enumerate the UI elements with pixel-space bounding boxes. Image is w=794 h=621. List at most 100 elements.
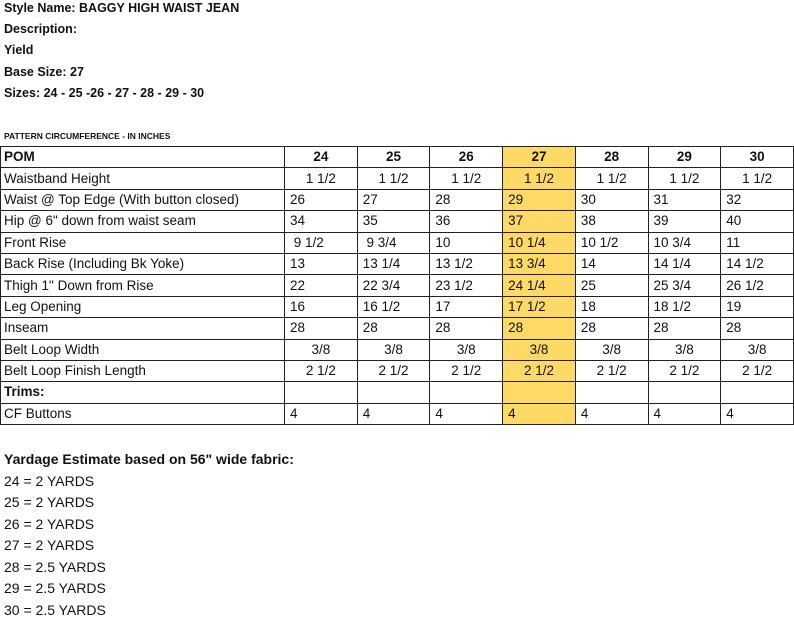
measurement-cell: 36 [430,211,503,232]
yardage-item: 24 = 2 YARDS [4,471,294,493]
base-size: Base Size: 27 [4,65,84,79]
pom-label: Thigh 1" Down from Rise [1,275,285,296]
column-header-size: 30 [721,147,794,168]
measurement-cell: 31 [648,189,721,210]
measurement-cell: 1 1/2 [721,168,794,189]
measurement-cell: 28 [721,318,794,339]
measurement-cell: 17 1/2 [503,296,576,317]
measurement-cell: 10 1/4 [503,232,576,253]
measurement-cell: 18 [575,296,648,317]
measurement-cell: 35 [357,211,430,232]
measurement-cell: 9 3/4 [357,232,430,253]
pom-label: Trims: [1,382,285,403]
measurement-cell: 3/8 [357,339,430,360]
yardage-section: Yardage Estimate based on 56" wide fabri… [4,449,294,492]
measurement-cell [648,382,721,403]
yardage-item: 29 = 2.5 YARDS [4,578,294,600]
column-header-size: 25 [357,147,430,168]
measurement-cell: 38 [575,211,648,232]
yardage-item: 28 = 2.5 YARDS [4,557,294,579]
measurement-cell [575,382,648,403]
measurement-cell: 28 [357,318,430,339]
measurement-cell: 32 [721,189,794,210]
measurement-cell: 40 [721,211,794,232]
measurement-cell: 4 [430,403,503,424]
measurement-cell: 22 3/4 [357,275,430,296]
measurement-cell: 14 [575,253,648,274]
measurement-cell: 3/8 [503,339,576,360]
yardage-title: Yardage Estimate based on 56" wide fabri… [4,449,294,471]
pom-label: Hip @ 6" down from waist seam [1,211,285,232]
measurement-cell [503,382,576,403]
measurement-cell: 14 1/2 [721,253,794,274]
column-header-size: 29 [648,147,721,168]
measurement-cell: 2 1/2 [648,360,721,381]
sizes-list: Sizes: 24 - 25 -26 - 27 - 28 - 29 - 30 [4,86,204,100]
pom-label: Waist @ Top Edge (With button closed) [1,189,285,210]
measurement-cell [285,382,358,403]
measurement-cell: 10 3/4 [648,232,721,253]
pom-label: Belt Loop Finish Length [1,360,285,381]
yardage-item: 26 = 2 YARDS [4,514,294,536]
yardage-item: 30 = 2.5 YARDS [4,600,294,621]
measurement-cell: 14 1/4 [648,253,721,274]
measurement-cell: 4 [285,403,358,424]
measurement-cell: 2 1/2 [503,360,576,381]
section-title: PATTERN CIRCUMFERENCE - IN INCHES [4,131,170,141]
measurement-cell: 18 1/2 [648,296,721,317]
yardage-item: 27 = 2 YARDS [4,535,294,557]
yardage-item: 25 = 2 YARDS [4,492,294,514]
measurement-cell: 4 [575,403,648,424]
pom-label: Back Rise (Including Bk Yoke) [1,253,285,274]
measurement-cell: 3/8 [430,339,503,360]
measurement-cell: 23 1/2 [430,275,503,296]
measurement-cell: 27 [357,189,430,210]
measurement-cell: 3/8 [285,339,358,360]
measurement-cell: 2 1/2 [285,360,358,381]
measurement-cell: 16 [285,296,358,317]
measurement-cell: 16 1/2 [357,296,430,317]
measurement-cell: 1 1/2 [575,168,648,189]
measurement-cell: 1 1/2 [503,168,576,189]
pom-label: Belt Loop Width [1,339,285,360]
table-row: Trims: [1,382,794,403]
measurement-cell: 2 1/2 [721,360,794,381]
measurement-cell: 10 [430,232,503,253]
measurement-cell: 1 1/2 [430,168,503,189]
measurement-cell: 10 1/2 [575,232,648,253]
measurement-cell: 30 [575,189,648,210]
measurement-cell: 37 [503,211,576,232]
measurement-cell: 13 1/2 [430,253,503,274]
measurement-cell: 28 [503,318,576,339]
measurement-cell: 2 1/2 [357,360,430,381]
column-header-size: 27 [503,147,576,168]
measurement-cell: 25 [575,275,648,296]
measurement-cell: 25 3/4 [648,275,721,296]
column-header-pom: POM [1,147,285,168]
pom-label: Waistband Height [1,168,285,189]
measurement-cell: 13 1/4 [357,253,430,274]
measurement-cell: 17 [430,296,503,317]
measurement-cell: 4 [721,403,794,424]
measurement-cell: 3/8 [721,339,794,360]
measurement-cell: 4 [648,403,721,424]
pom-label: CF Buttons [1,403,285,424]
measurement-cell: 4 [357,403,430,424]
pom-label: Inseam [1,318,285,339]
measurement-cell: 28 [430,189,503,210]
measurement-cell: 13 [285,253,358,274]
measurement-cell: 3/8 [648,339,721,360]
measurement-cell: 2 1/2 [575,360,648,381]
